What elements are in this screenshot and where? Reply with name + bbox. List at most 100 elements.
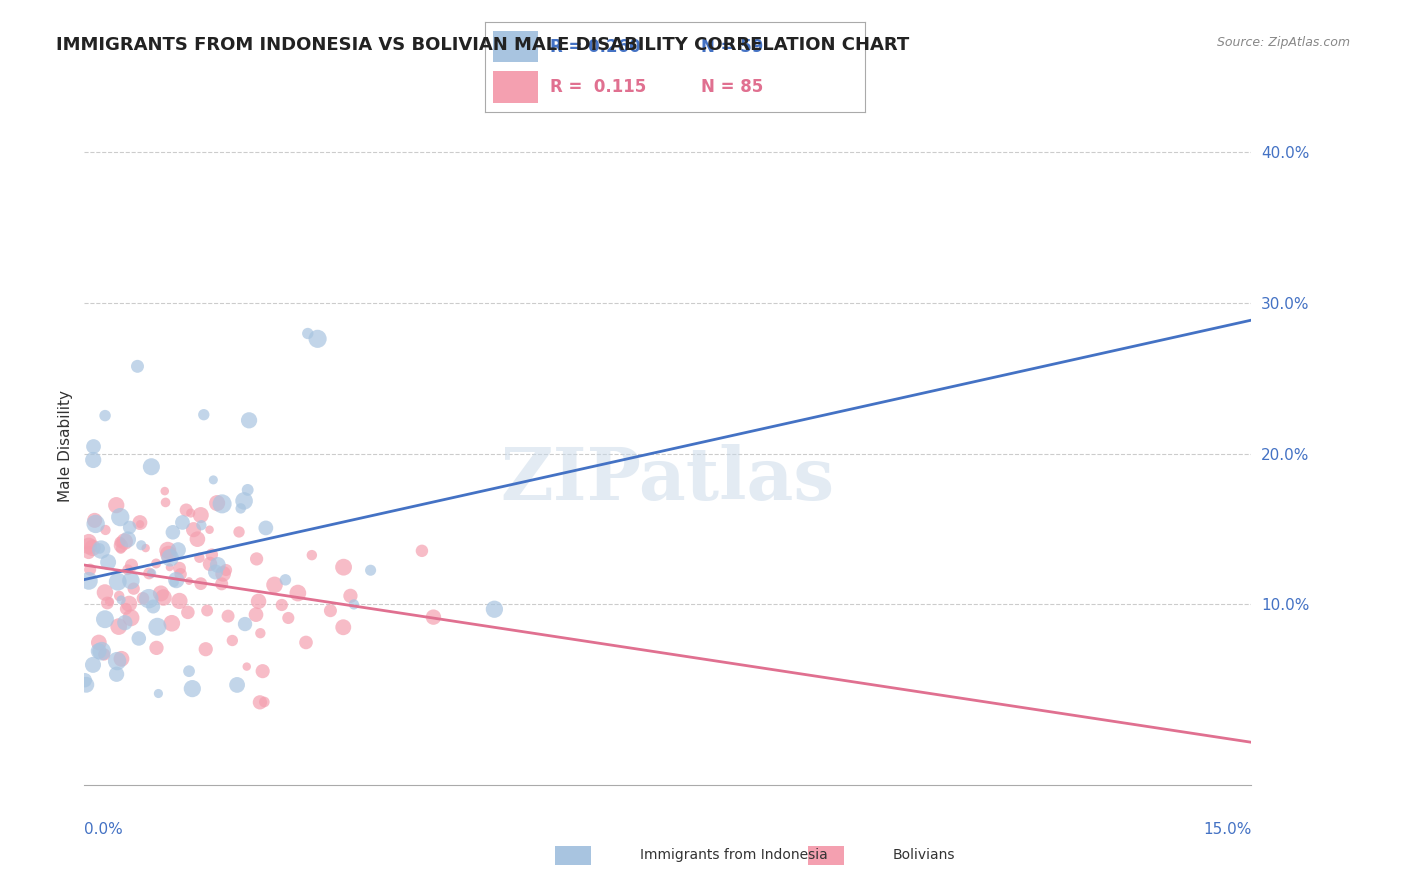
Point [194,642,217,657]
Point [160,616,183,631]
Point [77,545,100,559]
Point [127,359,149,374]
Point [229,501,252,516]
Point [98,594,121,608]
Point [169,561,191,575]
Point [287,586,309,600]
Point [132,591,155,606]
Point [114,534,136,549]
Point [141,459,163,474]
Point [77,574,100,588]
Point [207,558,229,572]
Point [332,620,354,634]
Point [204,565,226,579]
Point [233,494,256,508]
Text: ZIPatlas: ZIPatlas [501,444,835,516]
Point [82,541,104,555]
Point [117,533,139,547]
Point [145,640,167,655]
Point [110,652,132,666]
Point [94,585,117,599]
Point [77,539,100,553]
Point [205,496,228,510]
Point [94,409,117,423]
Point [107,619,129,633]
Point [83,440,105,454]
Point [339,589,361,603]
Point [181,681,204,696]
Point [245,607,267,622]
Point [108,535,131,549]
Point [120,574,142,588]
Point [249,695,271,709]
Y-axis label: Male Disability: Male Disability [58,390,73,502]
Point [129,538,152,552]
Point [129,516,152,530]
Point [307,332,329,346]
Point [159,550,181,565]
Point [110,593,132,607]
Point [190,518,212,533]
Point [138,566,160,581]
Point [82,657,104,672]
Point [117,563,139,577]
Point [155,495,177,509]
Point [180,506,202,520]
Point [221,633,243,648]
Point [73,673,96,688]
Point [87,635,110,649]
Point [360,563,382,577]
Point [217,609,239,624]
Point [295,635,318,649]
Point [105,498,128,512]
Text: R =  0.115: R = 0.115 [550,78,645,95]
Point [177,574,200,588]
Point [190,508,212,522]
Point [120,611,142,625]
Point [110,539,132,553]
Point [135,541,157,555]
Point [172,516,194,530]
Point [115,602,138,616]
Point [297,326,319,341]
Point [159,560,181,574]
Point [110,541,132,556]
Text: R = 0.260: R = 0.260 [550,38,640,56]
Point [301,548,323,562]
Point [89,541,111,556]
Text: 0.0%: 0.0% [84,822,124,837]
Point [174,503,197,517]
Point [233,617,256,632]
Point [97,555,120,569]
Point [411,544,433,558]
Point [122,582,145,596]
Point [246,552,269,566]
Point [84,516,107,531]
Point [105,667,128,681]
Point [121,558,143,573]
Point [177,664,200,678]
Point [156,543,179,558]
Point [77,534,100,549]
Point [215,563,238,577]
Point [146,620,169,634]
Point [162,525,184,540]
Point [110,510,132,524]
Point [157,547,180,561]
Point [252,664,274,678]
Point [263,578,285,592]
Point [186,532,208,546]
Point [94,523,117,537]
Point [228,524,250,539]
Bar [492,71,538,103]
Text: N = 59: N = 59 [702,38,763,56]
Bar [492,31,538,62]
Point [343,598,366,612]
Point [277,611,299,625]
Text: Bolivians: Bolivians [893,848,955,863]
Point [108,589,131,603]
Point [114,615,136,630]
Point [211,497,233,511]
Point [165,573,187,587]
Point [202,473,225,487]
